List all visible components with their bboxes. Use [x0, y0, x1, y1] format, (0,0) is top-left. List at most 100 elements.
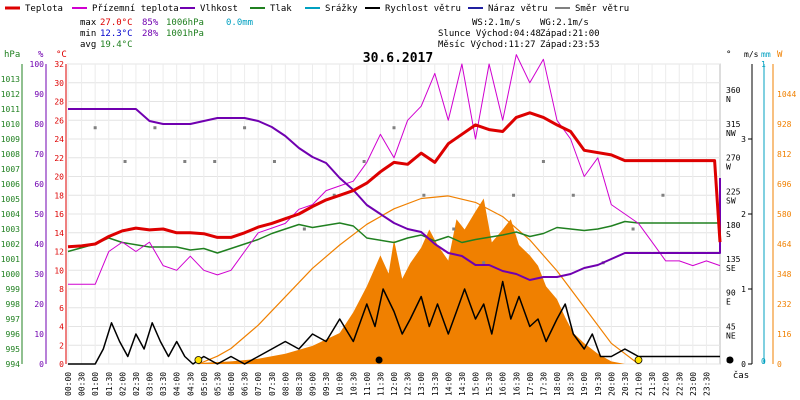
stats-max-temp: 27.0°C [100, 18, 133, 28]
temp-tick-label: 26 [54, 116, 64, 125]
x-tick-label: 10:30 [349, 372, 358, 396]
solar-tick-label: 464 [777, 240, 792, 249]
x-tick-label: 12:00 [390, 372, 399, 396]
dir-tick-name: W [726, 163, 731, 172]
solar-tick-label: 116 [777, 330, 792, 339]
wind-direction-mark [512, 193, 516, 197]
press-tick-label: 995 [6, 345, 21, 354]
dir-tick-label: 135 [726, 255, 741, 264]
x-tick-label: 07:00 [254, 372, 263, 396]
temp-tick-label: 14 [54, 229, 64, 238]
x-tick-label: 21:00 [635, 372, 644, 396]
x-tick-label: 16:00 [499, 372, 508, 396]
x-tick-label: 07:30 [268, 372, 277, 396]
x-tick-label: 09:30 [322, 372, 331, 396]
dir-tick-name: N [726, 95, 731, 104]
dir-tick-name: S [726, 230, 731, 239]
wind-direction-mark [93, 126, 97, 130]
press-tick-label: 1008 [1, 150, 20, 159]
dir-tick-label: 270 [726, 154, 741, 163]
dir-tick-label: 0 [726, 356, 731, 365]
dir-tick-label: 225 [726, 187, 741, 196]
stats-wg: WG:2.1m/s [540, 18, 589, 28]
x-tick-label: 11:00 [363, 372, 372, 396]
x-tick-label: 05:30 [213, 372, 222, 396]
x-tick-label: 01:30 [105, 372, 114, 396]
solar-tick-label: 348 [777, 270, 792, 279]
x-tick-label: 15:30 [485, 372, 494, 396]
solar-tick-label: 696 [777, 180, 792, 189]
x-tick-label: 06:30 [241, 372, 250, 396]
x-tick-label: 23:00 [689, 372, 698, 396]
press-tick-label: 1006 [1, 180, 20, 189]
temp-tick-label: 8 [59, 285, 64, 294]
hum-tick-label: 40 [34, 240, 44, 249]
temp-tick-label: 12 [54, 248, 64, 257]
x-tick-label: 14:00 [444, 372, 453, 396]
solar-tick-label: 928 [777, 120, 792, 129]
hum-tick-label: 10 [34, 330, 44, 339]
x-tick-label: 02:00 [118, 372, 127, 396]
stats-max-rain: 0.0mm [226, 18, 253, 28]
x-tick-label: 22:00 [662, 372, 671, 396]
hum-tick-label: 100 [30, 60, 45, 69]
x-tick-label: 02:30 [132, 372, 141, 396]
press-tick-label: 1004 [1, 210, 20, 219]
wind-direction-mark [661, 193, 665, 197]
wind-direction-mark [631, 227, 635, 231]
dir-tick-name: NW [726, 129, 736, 138]
x-axis-unit: čas [733, 370, 749, 381]
legend-label-tlak: Tlak [270, 4, 292, 14]
solar-tick-label: 812 [777, 150, 792, 159]
solar-tick-label: 232 [777, 300, 792, 309]
temp-tick-label: 2 [59, 341, 64, 350]
sunrise-marker [194, 356, 203, 364]
stats: max 27.0°C 85% 1006hPa 0.0mm min 12.3°C … [80, 18, 600, 50]
temp-tick-label: 4 [59, 323, 64, 332]
rain-tick-label: 1 [761, 60, 766, 69]
x-tick-label: 01:00 [91, 372, 100, 396]
stats-avg-label: avg [80, 40, 96, 50]
wind-direction-mark [332, 193, 336, 197]
press-tick-label: 998 [6, 300, 21, 309]
solar-tick-label: 0 [777, 360, 782, 369]
press-axis-label: hPa [4, 50, 20, 60]
x-tick-label: 09:00 [309, 372, 318, 396]
wind-tick-label: 3 [741, 135, 746, 144]
temp-tick-label: 16 [54, 210, 64, 219]
press-tick-label: 1009 [1, 135, 20, 144]
temp-tick-label: 6 [59, 304, 64, 313]
wind-direction-mark [571, 193, 575, 197]
rain-axis-label: mm [761, 50, 771, 59]
temp-tick-label: 28 [54, 98, 64, 107]
press-tick-label: 1005 [1, 195, 20, 204]
temperature-line [67, 111, 722, 249]
temp-tick-label: 30 [54, 79, 64, 88]
wind-direction-mark [302, 227, 306, 231]
series-layer [67, 54, 734, 365]
legend-label-naraz: Náraz větru [488, 4, 548, 14]
rain-tick-label: 0 [761, 357, 766, 366]
x-tick-label: 04:00 [173, 372, 182, 396]
wind-speed-line [68, 280, 720, 365]
humidity-line [68, 108, 721, 281]
legend-label-teplota: Teplota [25, 4, 63, 14]
x-tick-label: 18:30 [567, 372, 576, 396]
stats-moon: Měsíc Východ:11:27 [438, 40, 536, 50]
stats-ws: WS:2.1m/s [472, 18, 521, 28]
dir-tick-name: SE [726, 264, 736, 273]
stats-min-press: 1001hPa [166, 29, 204, 39]
stats-max-press: 1006hPa [166, 18, 204, 28]
press-tick-label: 1003 [1, 225, 20, 234]
wind-direction-mark [482, 261, 486, 265]
dir-tick-name: E [726, 298, 731, 307]
stats-max-hum: 85% [142, 18, 159, 28]
press-tick-label: 1013 [1, 75, 20, 84]
ground-temperature-line [68, 54, 721, 285]
x-tick-label: 14:30 [458, 372, 467, 396]
stats-moon-set: Západ:23:53 [540, 40, 600, 50]
x-tick-label: 22:30 [675, 372, 684, 396]
x-tick-label: 11:30 [376, 372, 385, 396]
press-tick-label: 999 [6, 285, 21, 294]
